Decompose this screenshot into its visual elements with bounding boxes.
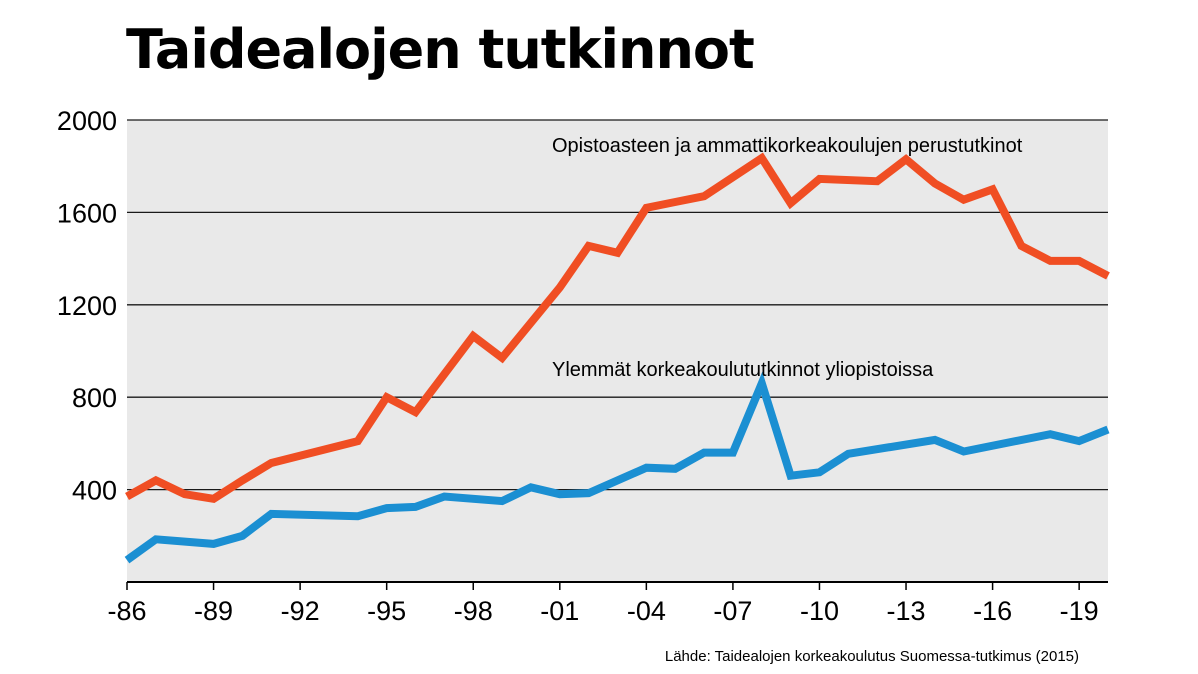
x-tick-label: -98 (454, 596, 493, 626)
y-tick-label: 800 (72, 383, 117, 413)
x-tick-label: -01 (540, 596, 579, 626)
x-tick-label: -13 (887, 596, 926, 626)
x-tick-label: -04 (627, 596, 666, 626)
y-axis-ticks: 2000 1600 1200 800 400 (57, 106, 117, 506)
x-tick-label: -92 (281, 596, 320, 626)
x-tick-label: -86 (107, 596, 146, 626)
series-label-2: Ylemmät korkeakoulututkinnot yliopistois… (552, 359, 934, 381)
gridlines (127, 119, 1108, 491)
x-tick-label: -10 (800, 596, 839, 626)
x-tick-label: -16 (973, 596, 1012, 626)
y-tick-label: 1600 (57, 198, 117, 228)
y-tick-label: 2000 (57, 106, 117, 136)
x-tick-label: -07 (713, 596, 752, 626)
y-tick-label: 400 (72, 476, 117, 506)
series-line-2 (124, 371, 1110, 564)
x-tick-label: -95 (367, 596, 406, 626)
chart-title: Taidealojen tutkinnot (126, 18, 755, 81)
x-tick-label: -89 (194, 596, 233, 626)
series-line-1 (125, 152, 1110, 503)
series-labels: Opistoasteen ja ammattikorkeakoulujen pe… (552, 135, 1023, 381)
x-axis: -86 -89 -92 -95 -98 -01 -04 -07 -10 -13 -16 -19 (107, 581, 1108, 626)
x-tick-label: -19 (1060, 596, 1099, 626)
plot-background (127, 120, 1108, 582)
series-label-1: Opistoasteen ja ammattikorkeakoulujen pe… (552, 135, 1023, 157)
source-note: Lähde: Taidealojen korkeakoulutus Suomes… (664, 648, 1079, 665)
y-tick-label: 1200 (57, 291, 117, 321)
series-lines (124, 152, 1110, 564)
